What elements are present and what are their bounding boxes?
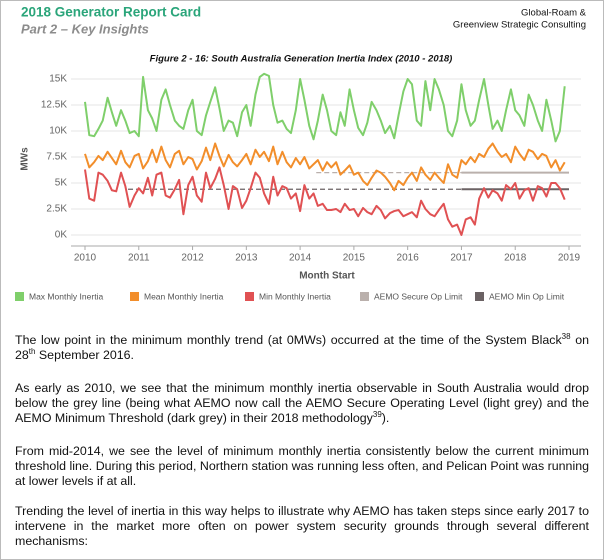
report-title: 2018 Generator Report Card: [21, 5, 201, 20]
chart: 2018 Generator Report Card Part 2 – Key …: [15, 5, 587, 301]
legend-swatch: [245, 292, 254, 301]
text: Trending the level of inertia in this wa…: [15, 504, 589, 548]
text: on 28: [15, 333, 589, 362]
legend-label: AEMO Min Op Limit: [489, 291, 565, 301]
x-tick-label: 2010: [74, 253, 97, 264]
footnote: 38: [561, 331, 571, 341]
series-line: [84, 142, 566, 192]
chart-title: Figure 2 - 16: South Australia Generatio…: [150, 54, 453, 65]
legend-label: AEMO Secure Op Limit: [374, 291, 463, 301]
y-tick-label: 0K: [55, 230, 68, 241]
text: September 2016.: [35, 348, 134, 362]
paragraph: The low point in the minimum monthly tre…: [15, 331, 589, 363]
x-tick-label: 2019: [558, 253, 581, 264]
legend-swatch: [15, 292, 24, 301]
text: ).: [381, 411, 390, 425]
y-tick-label: 12.5K: [41, 100, 67, 111]
paragraph: From mid-2014, we see the level of minim…: [15, 444, 589, 489]
x-axis-label: Month Start: [299, 271, 355, 282]
org-line: Global-Roam &: [521, 8, 587, 19]
paragraph: Trending the level of inertia in this wa…: [15, 504, 589, 549]
superscript: th: [28, 346, 36, 356]
text: From mid-2014, we see the level of minim…: [15, 444, 589, 488]
y-tick-label: 15K: [49, 74, 67, 85]
y-axis-label: MWs: [20, 147, 31, 171]
x-tick-label: 2012: [181, 253, 204, 264]
legend-swatch: [475, 292, 484, 301]
x-tick-label: 2014: [289, 253, 312, 264]
footnote: 39: [372, 409, 382, 419]
legend-label: Min Monthly Inertia: [259, 291, 331, 301]
x-tick-label: 2018: [504, 253, 527, 264]
text: As early as 2010, we see that the minimu…: [15, 381, 589, 425]
legend-swatch: [130, 292, 139, 301]
y-tick-label: 10K: [49, 126, 67, 137]
x-tick-label: 2015: [343, 253, 366, 264]
y-tick-label: 5K: [55, 178, 68, 189]
y-tick-label: 7.5K: [46, 152, 67, 163]
report-subtitle: Part 2 – Key Insights: [21, 21, 149, 36]
legend-label: Max Monthly Inertia: [29, 291, 103, 301]
series-line: [84, 166, 566, 236]
y-tick-label: 2.5K: [46, 204, 67, 215]
x-tick-label: 2011: [128, 253, 150, 264]
text: The low point in the minimum monthly tre…: [15, 333, 562, 347]
x-tick-label: 2013: [235, 253, 258, 264]
org-line: Greenview Strategic Consulting: [453, 20, 586, 31]
x-tick-label: 2016: [397, 253, 420, 264]
paragraph: As early as 2010, we see that the minimu…: [15, 381, 589, 426]
x-tick-label: 2017: [450, 253, 473, 264]
series-line: [84, 72, 566, 143]
legend-label: Mean Monthly Inertia: [144, 291, 224, 301]
legend-swatch: [360, 292, 369, 301]
